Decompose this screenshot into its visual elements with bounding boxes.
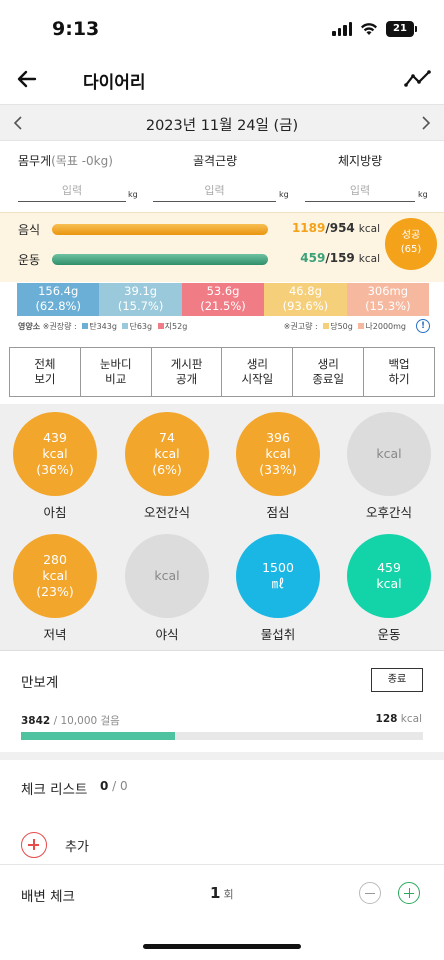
meal-item-exercise[interactable]: 459 kcal 운동 (347, 534, 431, 643)
meal-item-water-intake[interactable]: 1500 ㎖ 물섭취 (236, 534, 320, 643)
meal-item-dinner[interactable]: 280 kcal (23%) 저녁 (13, 534, 97, 643)
step-kcal: 128 kcal (375, 713, 422, 725)
board-publish-button[interactable]: 게시판 공개 (151, 348, 223, 396)
next-date-icon[interactable] (416, 114, 434, 132)
advised-intake: ※권고량 : 당50g 나2000mg (283, 322, 406, 331)
water-intake-circle[interactable]: 1500 ㎖ (236, 534, 320, 618)
morning-snack-label: 오전간식 (143, 505, 190, 520)
recommended-intake: 영양소 ※권장량 : 탄343g 단63g 지52g (18, 322, 188, 331)
body-measurements: 몸무게(목표 -0kg) 골격근량 체지방량 입력 kg 입력 kg 입력 kg (0, 142, 444, 212)
step-progress-track (21, 732, 423, 740)
meal-item-late-night-snack[interactable]: kcal 야식 (125, 534, 209, 643)
nutrient-cell: 53.6g (21.5%) (181, 283, 265, 316)
muscle-input[interactable]: 입력 (153, 182, 276, 202)
nutrient-cell: 46.8g (93.6%) (264, 283, 347, 316)
nutrient-bar: 156.4g (62.8%) 39.1g (15.7%) 53.6g (21.5%) 46.… (17, 283, 430, 316)
wifi-icon (361, 23, 377, 35)
food-kcal: 1189/954 kcal (291, 221, 380, 235)
muscle-unit: kg (279, 190, 289, 199)
checklist-section: 체크 리스트 0 / 0 추가 (0, 752, 444, 864)
date-navigator: 2023년 11월 24일 (금) (0, 104, 444, 141)
prev-date-icon[interactable] (10, 114, 28, 132)
checklist-count: 0 / 0 (100, 779, 128, 793)
food-progress-bar (52, 224, 268, 235)
meal-item-breakfast[interactable]: 439 kcal (36%) 아침 (13, 412, 97, 521)
exercise-label: 운동 (377, 627, 401, 642)
afternoon-snack-label: 오후간식 (365, 505, 412, 520)
success-badge: 성공 (65) (385, 218, 437, 270)
action-button-grid: 전체 보기 눈바디 비교 게시판 공개 생리 시작일 생리 종료일 백업 하기 (9, 347, 435, 397)
exercise-kcal: 459/159 kcal (300, 251, 380, 265)
back-arrow-icon[interactable] (14, 66, 40, 92)
stop-button[interactable]: 종료 (371, 668, 423, 692)
nutrient-legend: 영양소 ※권장량 : 탄343g 단63g 지52g ※권고량 : 당50g 나… (18, 319, 430, 333)
decrement-icon[interactable] (359, 882, 381, 904)
meal-item-lunch[interactable]: 396 kcal (33%) 점심 (236, 412, 320, 521)
signal-icon (332, 22, 352, 36)
lunch-circle[interactable]: 396 kcal (33%) (236, 412, 320, 496)
morning-snack-circle[interactable]: 74 kcal (6%) (125, 412, 209, 496)
dinner-circle[interactable]: 280 kcal (23%) (13, 534, 97, 618)
period-end-button[interactable]: 생리 종료일 (293, 348, 365, 396)
status-icons: 21 (332, 21, 417, 37)
meal-item-afternoon-snack[interactable]: kcal 오후간식 (347, 412, 431, 521)
info-icon[interactable]: ! (416, 319, 430, 333)
breakfast-circle[interactable]: 439 kcal (36%) (13, 412, 97, 496)
exercise-label: 운동 (18, 253, 41, 267)
app-header: 다이어리 (0, 58, 444, 104)
add-icon[interactable] (21, 832, 47, 858)
fat-input[interactable]: 입력 (305, 182, 415, 202)
backup-button[interactable]: 백업 하기 (364, 348, 434, 396)
dinner-label: 저녁 (43, 627, 67, 642)
late-night-snack-circle[interactable]: kcal (125, 534, 209, 618)
add-checklist-label[interactable]: 추가 (65, 840, 89, 855)
view-all-button[interactable]: 전체 보기 (10, 348, 81, 396)
fat-label: 체지방량 (338, 154, 383, 168)
pedometer-title: 만보계 (21, 675, 59, 691)
meal-grid: 439 kcal (36%) 아침 74 kcal (6%) 오전간식 396 kcal (33%)… (0, 404, 444, 650)
weight-label: 몸무게(목표 -0kg) (18, 154, 113, 168)
status-time: 9:13 (52, 18, 100, 40)
step-count: 3842 / 10,000 걸음 (21, 715, 120, 727)
energy-summary: 음식 1189/954 kcal 운동 459/159 kcal 성공 (65) (0, 212, 444, 282)
checklist-title: 체크 리스트 (21, 782, 88, 798)
nutrient-cell: 306mg (15.3%) (346, 283, 430, 316)
home-indicator (143, 944, 301, 949)
increment-icon[interactable] (398, 882, 420, 904)
bowel-title: 배변 체크 (21, 889, 75, 905)
muscle-label: 골격근량 (193, 154, 238, 168)
battery-icon: 21 (386, 21, 417, 37)
pedometer-section: 만보계 종료 3842 / 10,000 걸음 128 kcal (0, 650, 444, 752)
exercise-progress-bar (52, 254, 268, 265)
food-label: 음식 (18, 223, 41, 237)
fat-unit: kg (418, 190, 428, 199)
period-start-button[interactable]: 생리 시작일 (222, 348, 294, 396)
water-intake-label: 물섭취 (260, 627, 296, 642)
current-date[interactable]: 2023년 11월 24일 (금) (145, 118, 299, 134)
trend-chart-icon[interactable] (404, 66, 432, 92)
weight-unit: kg (128, 190, 138, 199)
lunch-label: 점심 (266, 505, 290, 520)
breakfast-label: 아침 (43, 505, 67, 520)
step-progress-fill (21, 732, 176, 740)
exercise-circle[interactable]: 459 kcal (347, 534, 431, 618)
nutrient-cell: 39.1g (15.7%) (99, 283, 182, 316)
weight-input[interactable]: 입력 (18, 182, 126, 202)
status-bar: 9:13 21 (0, 0, 444, 58)
meal-item-morning-snack[interactable]: 74 kcal (6%) 오전간식 (125, 412, 209, 521)
page-title: 다이어리 (83, 73, 146, 93)
nutrient-cell: 156.4g (62.8%) (17, 283, 100, 316)
late-night-snack-label: 야식 (155, 627, 179, 642)
noonbody-compare-button[interactable]: 눈바디 비교 (80, 348, 152, 396)
afternoon-snack-circle[interactable]: kcal (347, 412, 431, 496)
